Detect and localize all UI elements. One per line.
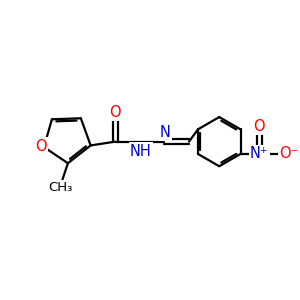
- Text: NH: NH: [130, 144, 152, 159]
- Text: CH₃: CH₃: [48, 181, 73, 194]
- Text: N: N: [160, 125, 171, 140]
- Text: O: O: [35, 139, 47, 154]
- Text: O⁻: O⁻: [279, 146, 298, 161]
- Text: N⁺: N⁺: [250, 146, 269, 161]
- Text: O: O: [254, 119, 265, 134]
- Text: O: O: [110, 105, 121, 120]
